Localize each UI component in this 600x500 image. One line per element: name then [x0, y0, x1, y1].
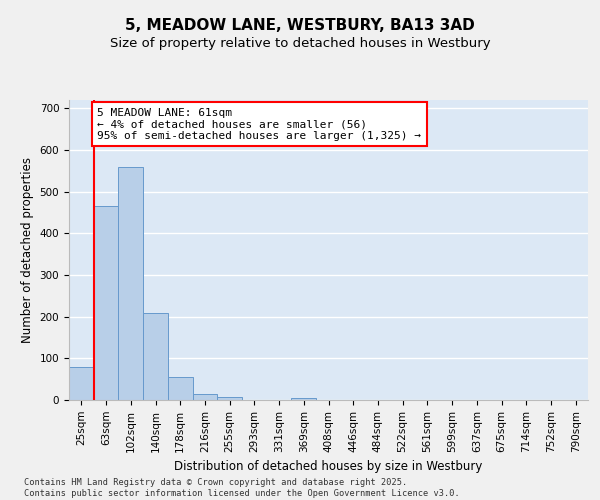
- Y-axis label: Number of detached properties: Number of detached properties: [21, 157, 34, 343]
- Bar: [69, 366, 94, 400]
- Text: Contains HM Land Registry data © Crown copyright and database right 2025.
Contai: Contains HM Land Registry data © Crown c…: [24, 478, 460, 498]
- X-axis label: Distribution of detached houses by size in Westbury: Distribution of detached houses by size …: [175, 460, 482, 473]
- Bar: [193, 394, 217, 400]
- Text: 5, MEADOW LANE, WESTBURY, BA13 3AD: 5, MEADOW LANE, WESTBURY, BA13 3AD: [125, 18, 475, 32]
- Bar: [292, 398, 316, 400]
- Bar: [118, 166, 143, 400]
- Bar: [217, 396, 242, 400]
- Bar: [94, 206, 118, 400]
- Text: Size of property relative to detached houses in Westbury: Size of property relative to detached ho…: [110, 38, 490, 51]
- Text: 5 MEADOW LANE: 61sqm
← 4% of detached houses are smaller (56)
95% of semi-detach: 5 MEADOW LANE: 61sqm ← 4% of detached ho…: [97, 108, 421, 140]
- Bar: [168, 377, 193, 400]
- Bar: [143, 312, 168, 400]
